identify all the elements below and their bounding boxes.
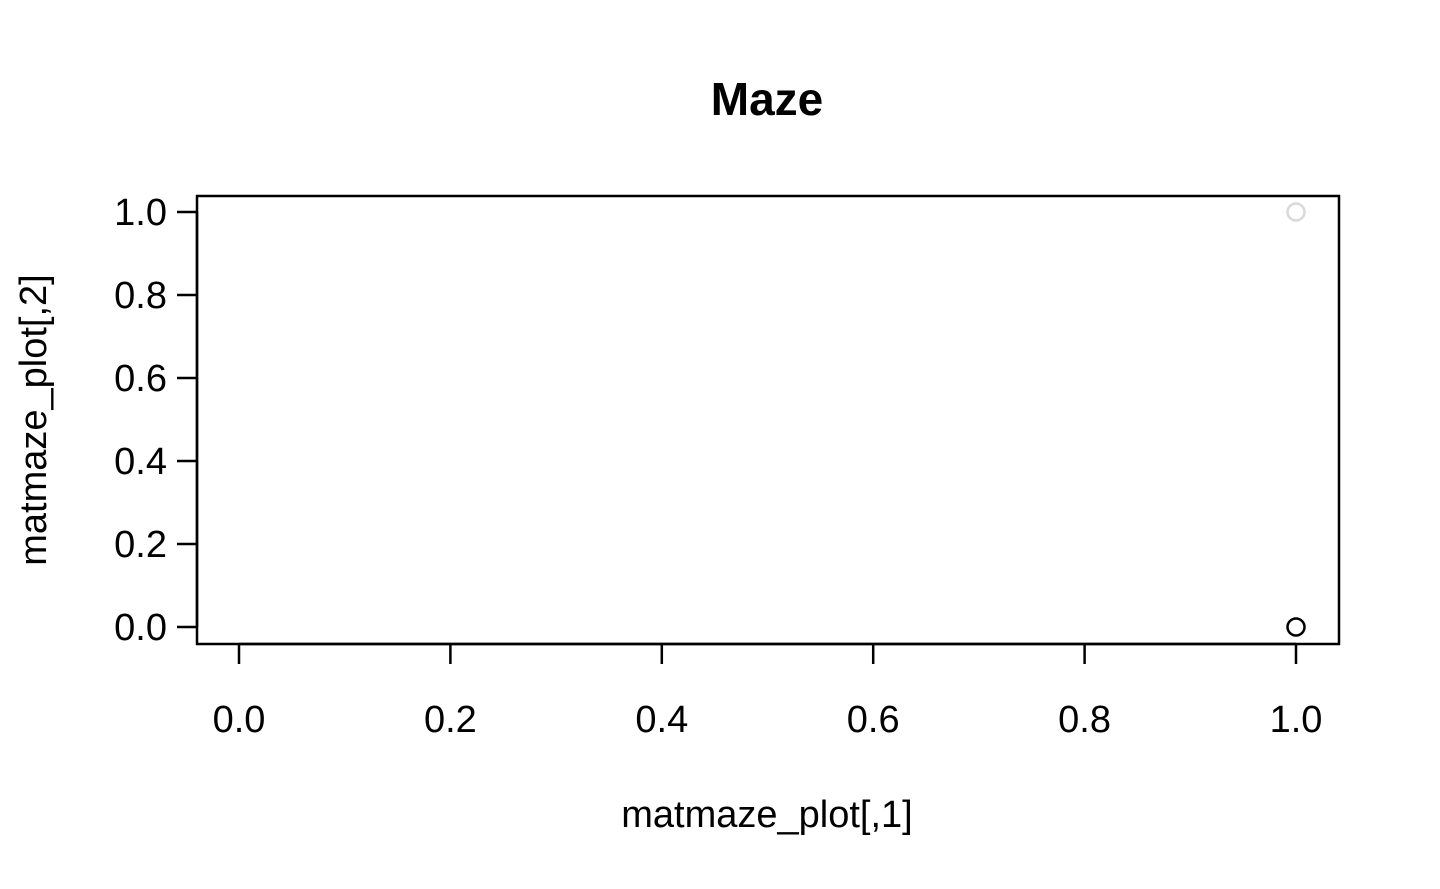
y-tick-label: 0.4	[114, 441, 167, 483]
data-point	[1286, 617, 1306, 637]
data-points	[1286, 202, 1306, 637]
y-tick-label: 0.2	[114, 524, 167, 566]
x-tick-label: 0.0	[213, 699, 266, 741]
y-tick-label: 1.0	[114, 192, 167, 234]
y-axis: 0.0 0.2 0.4 0.6 0.8 1.0	[114, 192, 199, 649]
x-tick-label: 0.2	[424, 699, 477, 741]
x-tick-label: 0.4	[635, 699, 688, 741]
y-tick-label: 0.0	[114, 607, 167, 649]
y-tick-label: 0.8	[114, 275, 167, 317]
data-point	[1286, 202, 1306, 222]
x-tick-label: 0.6	[847, 699, 900, 741]
x-tick-label: 0.8	[1058, 699, 1111, 741]
y-tick-label: 0.6	[114, 358, 167, 400]
x-axis: 0.0 0.2 0.4 0.6 0.8 1.0	[213, 642, 1323, 741]
x-axis-label: matmaze_plot[,1]	[621, 794, 912, 836]
x-tick-label: 1.0	[1270, 699, 1323, 741]
y-axis-label: matmaze_plot[,2]	[13, 274, 55, 565]
chart-title: Maze	[711, 73, 823, 125]
plot-frame	[195, 194, 1341, 646]
